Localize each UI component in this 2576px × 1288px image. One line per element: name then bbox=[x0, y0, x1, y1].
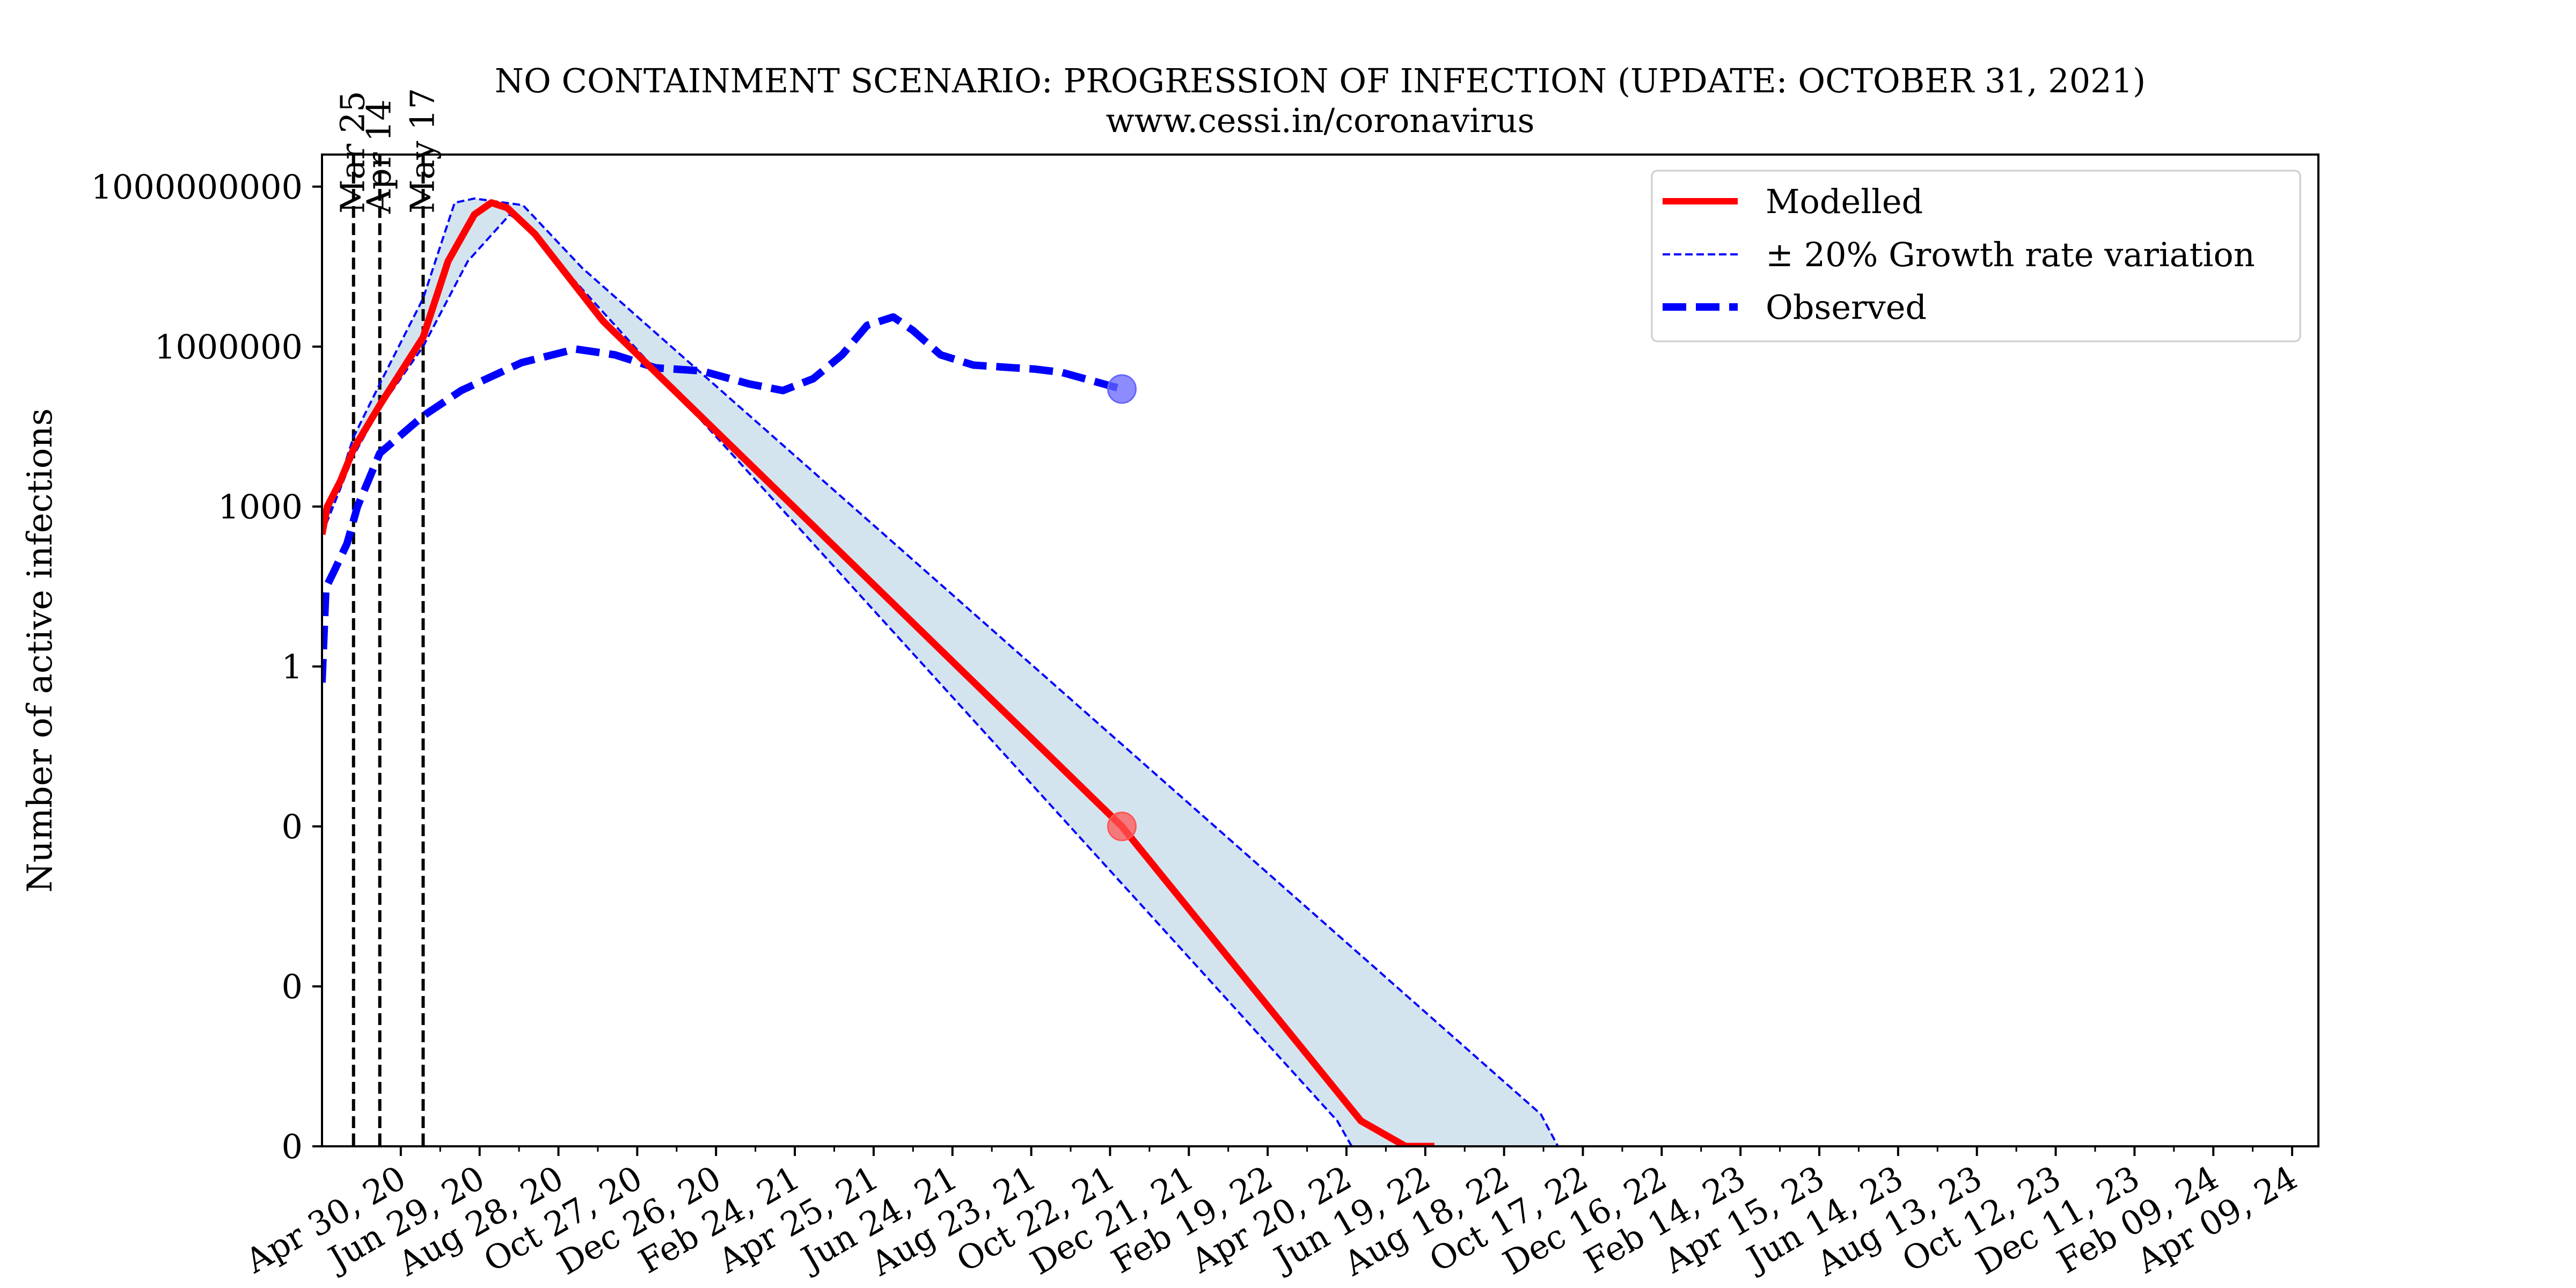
chart-subtitle: www.cessi.in/coronavirus bbox=[1106, 101, 1535, 140]
event-label-1: Mar 25 bbox=[333, 91, 372, 214]
plot-area bbox=[322, 155, 1568, 1146]
marker-observed bbox=[1107, 374, 1137, 404]
variation-band bbox=[322, 198, 1568, 1146]
legend-label-observed: Observed bbox=[1766, 288, 1927, 327]
series-modelled bbox=[322, 199, 1435, 1146]
legend-label-variation: ± 20% Growth rate variation bbox=[1766, 235, 2255, 274]
series-observed bbox=[322, 313, 1123, 683]
legend-box bbox=[1651, 170, 2301, 342]
y-tick-label-2: 1000000 bbox=[155, 327, 303, 367]
legend-label-modelled: Modelled bbox=[1766, 182, 1923, 221]
y-axis-label: Number of active infections bbox=[20, 408, 60, 893]
marker-modelled bbox=[1107, 811, 1137, 841]
event-label-3: May 17 bbox=[402, 88, 442, 214]
event-label-2: Apr 14 bbox=[360, 99, 399, 214]
legend: Modelled ± 20% Growth rate variation Obs… bbox=[1651, 170, 2301, 342]
chart-title: NO CONTAINMENT SCENARIO: PROGRESSION OF … bbox=[495, 61, 2146, 100]
series-variation-lower bbox=[322, 213, 1361, 1146]
series-variation-upper bbox=[322, 197, 1568, 1146]
y-tick-label-1: 1000000000 bbox=[91, 167, 303, 207]
plot-frame bbox=[321, 153, 2319, 1147]
y-tick-label-6: 0 bbox=[282, 967, 303, 1006]
y-tick-label-4: 1 bbox=[282, 647, 303, 686]
y-tick-label-7: 0 bbox=[282, 1127, 303, 1166]
y-tick-label-3: 1000 bbox=[218, 487, 303, 526]
y-tick-label-5: 0 bbox=[282, 807, 303, 846]
